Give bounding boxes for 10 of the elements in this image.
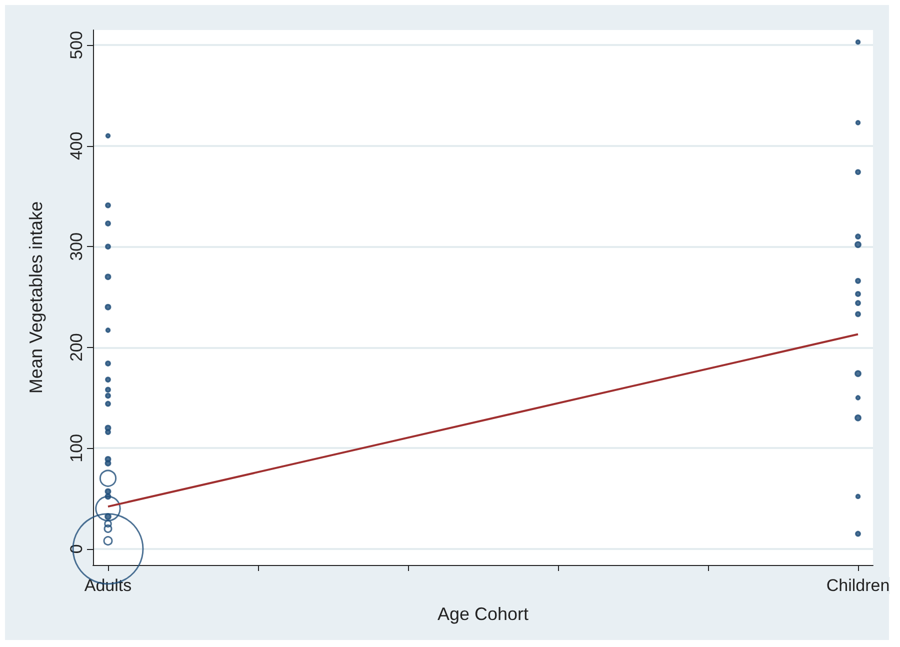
x-tick-label: Children [826, 576, 890, 595]
y-axis-title: Mean Vegetables intake [26, 201, 46, 394]
x-tick-label: Adults [84, 576, 132, 595]
x-axis-title: Age Cohort [437, 604, 529, 624]
y-tick-label: 200 [67, 333, 86, 362]
y-tick-label: 100 [67, 434, 86, 462]
y-tick-label: 400 [67, 132, 86, 160]
y-tick-label: 300 [67, 232, 86, 261]
y-tick-label: 0 [67, 544, 86, 554]
y-tick-label: 500 [67, 30, 86, 60]
